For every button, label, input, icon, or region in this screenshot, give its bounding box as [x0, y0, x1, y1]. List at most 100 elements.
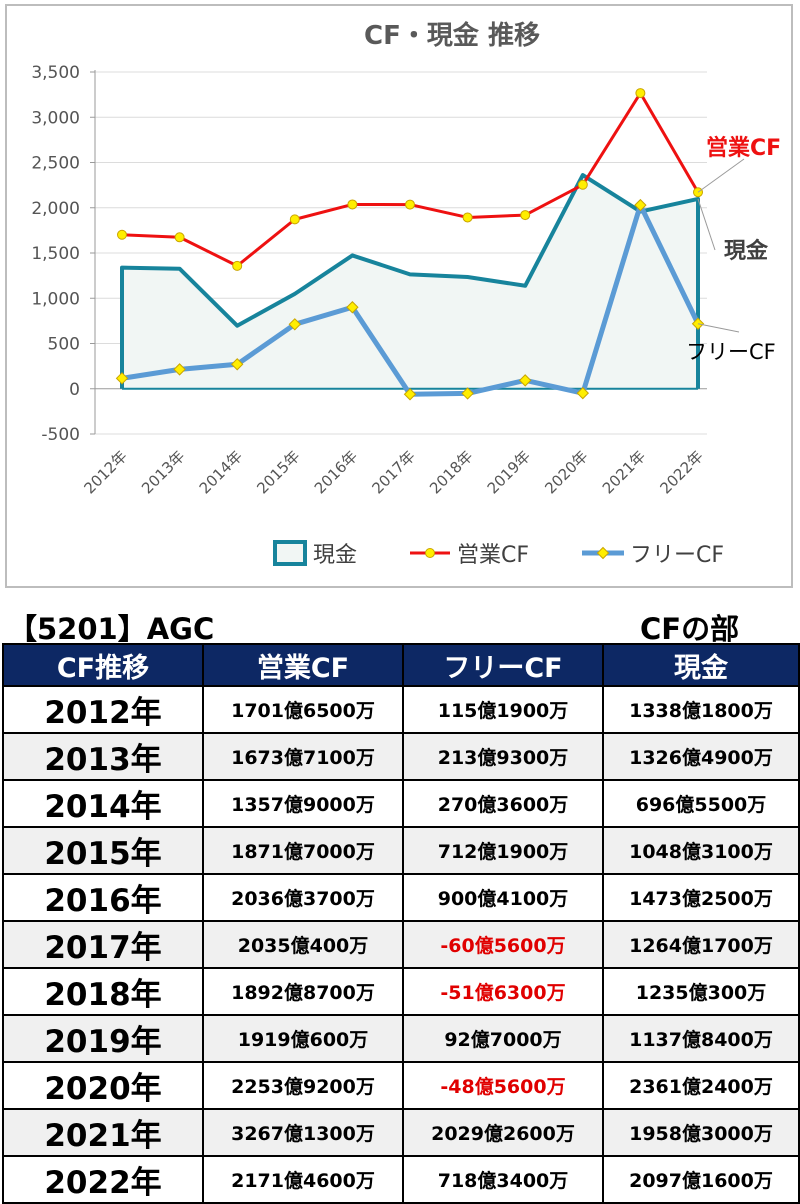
year-cell: 2020年	[2, 1061, 204, 1110]
free-cf-cell: 270億3600万	[402, 779, 604, 828]
free-cf-point	[403, 388, 417, 401]
legend-free-cf-marker	[596, 546, 610, 560]
table-row: 2012年 1701億6500万 115億1900万 1338億1800万	[2, 685, 800, 734]
operating-cf-point	[289, 214, 300, 225]
operating-cf-cell: 1357億9000万	[202, 779, 404, 828]
y-tick-label: 2,500	[31, 154, 80, 174]
free-cf-cell: -60億5600万	[402, 920, 604, 969]
cash-cell: 1264億1700万	[602, 920, 800, 969]
free-cf-point	[230, 358, 244, 371]
free-cf-point	[576, 386, 590, 400]
operating-cf-point	[462, 212, 473, 223]
free-cf-point	[461, 387, 474, 400]
operating-cf-point	[117, 229, 127, 240]
year-cell: 2022年	[2, 1155, 204, 1204]
legend-cash-swatch	[273, 540, 307, 566]
cf-table: CF推移 営業CF フリーCF 現金 2012年 1701億6500万 115億19…	[2, 643, 800, 1204]
year-cell: 2017年	[2, 920, 204, 969]
y-tick-label: 1,500	[31, 244, 80, 264]
table-row: 2017年 2035億400万 -60億5600万 1264億1700万	[2, 920, 800, 969]
header-operating-cf: 営業CF	[202, 643, 404, 687]
operating-cf-cell: 2171億4600万	[202, 1155, 404, 1204]
table-header-row: CF推移 営業CF フリーCF 現金	[2, 643, 800, 687]
cash-area-fill	[122, 175, 698, 389]
y-tick-label: 3,500	[31, 63, 80, 83]
x-tick-label: 2012年	[80, 447, 130, 497]
chart-panel: CF・現金 推移 3,500 3,000 2,500 2,000 1,500 1,000 50…	[5, 4, 793, 588]
operating-cf-cell: 2253億9200万	[202, 1061, 404, 1110]
operating-cf-point	[174, 232, 185, 243]
year-cell: 2016年	[2, 873, 204, 922]
table-row: 2015年 1871億7000万 712億1900万 1048億3100万	[2, 826, 800, 875]
x-tick-label: 2015年	[253, 447, 303, 497]
free-cf-point	[518, 374, 532, 387]
free-cf-cell: 718億3400万	[402, 1155, 604, 1204]
year-cell: 2015年	[2, 826, 204, 875]
x-tick-label: 2022年	[656, 447, 706, 497]
free-cf-cell: 92億7000万	[402, 1014, 604, 1063]
operating-cf-cell: 2035億400万	[202, 920, 404, 969]
y-tick-label: 0	[69, 380, 80, 400]
free-cf-annotation: フリーCF	[686, 340, 776, 364]
cash-cell: 2361億2400万	[602, 1061, 800, 1110]
operating-cf-point	[347, 199, 358, 210]
x-tick-label: 2021年	[599, 447, 649, 497]
year-cell: 2019年	[2, 1014, 204, 1063]
operating-cf-cell: 2036億3700万	[202, 873, 404, 922]
cash-cell: 1326億4900万	[602, 732, 800, 781]
table-row: 2021年 3267億1300万 2029億2600万 1958億3000万	[2, 1108, 800, 1157]
table-row: 2019年 1919億600万 92億7000万 1137億8400万	[2, 1014, 800, 1063]
operating-cf-point	[232, 260, 243, 271]
free-cf-cell: 2029億2600万	[402, 1108, 604, 1157]
operating-cf-point	[635, 88, 646, 99]
table-row: 2014年 1357億9000万 270億3600万 696億5500万	[2, 779, 800, 828]
chart-title: CF・現金 推移	[364, 20, 540, 51]
y-tick-label: 2,000	[31, 199, 80, 219]
free-cf-cell: 712億1900万	[402, 826, 604, 875]
free-cf-point	[288, 318, 302, 331]
x-tick-label: 2013年	[138, 447, 188, 497]
x-tick-label: 2017年	[368, 447, 418, 497]
x-tick-label: 2020年	[541, 447, 591, 497]
free-cf-point	[634, 198, 647, 212]
legend-operating-cf-label: 営業CF	[457, 543, 529, 568]
year-cell: 2018年	[2, 967, 204, 1016]
free-cf-cell: 115億1900万	[402, 685, 604, 734]
operating-cf-point	[577, 179, 588, 190]
header-cf-trend: CF推移	[2, 643, 204, 687]
operating-cf-cell: 1871億7000万	[202, 826, 404, 875]
cash-cell: 1338億1800万	[602, 685, 800, 734]
cf-cash-chart: CF・現金 推移 3,500 3,000 2,500 2,000 1,500 1,000 50…	[31, 20, 781, 568]
stock-title: 【5201】AGC	[8, 612, 215, 646]
year-cell: 2014年	[2, 779, 204, 828]
free-cf-cell: -48億5600万	[402, 1061, 604, 1110]
y-tick-label: -500	[41, 425, 80, 445]
operating-cf-cell: 1919億600万	[202, 1014, 404, 1063]
free-cf-point	[346, 301, 359, 314]
section-title: CFの部	[640, 612, 740, 646]
legend-free-cf-label: フリーCF	[630, 543, 724, 568]
table-row: 2018年 1892億8700万 -51億6300万 1235億300万	[2, 967, 800, 1016]
operating-cf-cell: 1701億6500万	[202, 685, 404, 734]
operating-cf-cell: 3267億1300万	[202, 1108, 404, 1157]
cash-cell: 1958億3000万	[602, 1108, 800, 1157]
cash-cell: 1137億8400万	[602, 1014, 800, 1063]
free-cf-point	[173, 363, 186, 376]
cash-cell: 1235億300万	[602, 967, 800, 1016]
year-cell: 2012年	[2, 685, 204, 734]
free-cf-cell: -51億6300万	[402, 967, 604, 1016]
header-free-cf: フリーCF	[402, 643, 604, 687]
legend-operating-cf-marker	[425, 548, 435, 558]
x-tick-label: 2014年	[196, 447, 246, 497]
year-cell: 2021年	[2, 1108, 204, 1157]
operating-cf-annotation: 営業CF	[706, 135, 781, 161]
operating-cf-leader	[697, 158, 745, 193]
operating-cf-point	[405, 199, 415, 210]
legend-cash-label: 現金	[313, 543, 357, 568]
free-cf-cell: 213億9300万	[402, 732, 604, 781]
table-row: 2016年 2036億3700万 900億4100万 1473億2500万	[2, 873, 800, 922]
x-tick-label: 2016年	[311, 447, 361, 497]
cash-cell: 2097億1600万	[602, 1155, 800, 1204]
header-cash: 現金	[602, 643, 800, 687]
year-cell: 2013年	[2, 732, 204, 781]
